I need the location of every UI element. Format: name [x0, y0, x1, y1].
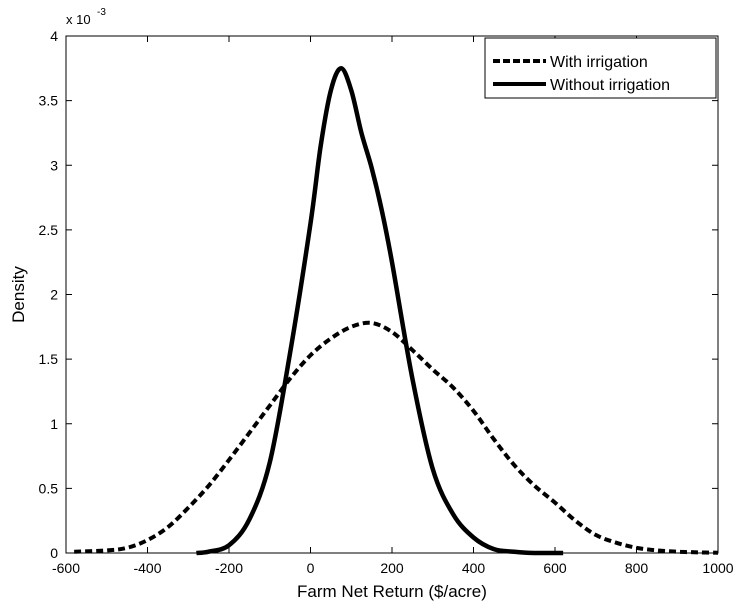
y-tick-label: 2.5: [39, 222, 59, 238]
y-tick-label: 1: [50, 416, 58, 432]
x-tick-label: 0: [307, 560, 315, 576]
legend-box: [484, 37, 717, 99]
axes-frame: [65, 35, 719, 554]
x-tick-label: -600: [52, 560, 80, 576]
x-tick-label: 400: [462, 560, 486, 576]
y-axis-label: Density: [9, 266, 28, 323]
series-line-with-irrigation: [74, 320, 719, 555]
legend-label-without-irrigation: Without irrigation: [550, 77, 670, 94]
y-tick-label: 3: [50, 157, 58, 173]
tick-layer: -600 -400 -200 0 200 400 600 800 1000 0 0.5 1 1.5 2 2.…: [39, 28, 734, 576]
x-tick-label: 600: [543, 560, 567, 576]
y-tick-label: 1.5: [39, 351, 59, 367]
y-tick-label: 0: [50, 545, 58, 561]
y-tick-label: 3.5: [39, 93, 59, 109]
x-tick-label: -400: [133, 560, 161, 576]
y-scale-base: x 10: [66, 12, 91, 27]
y-tick-label: 4: [50, 28, 58, 44]
x-axis-label: Farm Net Return ($/acre): [297, 582, 487, 601]
x-tick-label: 800: [625, 560, 649, 576]
x-tick-label: -200: [215, 560, 243, 576]
x-tick-label: 1000: [702, 560, 733, 576]
series-layer: [74, 66, 719, 556]
y-tick-label: 2: [50, 287, 58, 303]
legend-label-with-irrigation: With irrigation: [550, 54, 648, 71]
x-tick-label: 200: [380, 560, 404, 576]
series-line-without-irrigation: [196, 66, 564, 556]
y-scale-exponent: -3: [97, 7, 106, 18]
y-tick-label: 0.5: [39, 480, 59, 496]
legend: With irrigation Without irrigation: [484, 37, 717, 99]
